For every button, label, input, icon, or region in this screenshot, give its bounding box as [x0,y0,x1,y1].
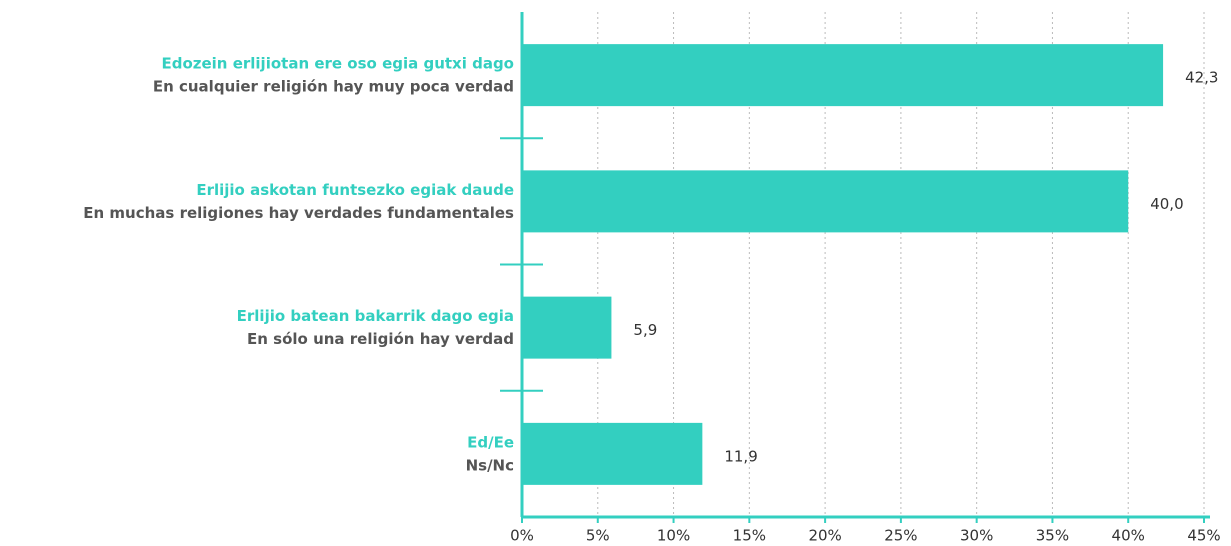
x-tick-label: 15% [733,527,766,545]
x-tick-label: 0% [510,527,534,545]
value-label: 42,3 [1185,69,1218,87]
category-label: Erlijio batean bakarrik dago egia [237,307,514,325]
x-tick-label: 5% [586,527,610,545]
value-label: 11,9 [724,447,757,465]
x-tick-label: 20% [808,527,841,545]
category-translation: Ns/Nc [466,456,514,474]
bar [522,44,1164,107]
value-label: 40,0 [1150,195,1183,213]
category-label: Ed/Ee [467,433,514,451]
category-translation: En muchas religiones hay verdades fundam… [83,204,514,222]
x-tick-label: 40% [1112,527,1145,545]
x-tick-label: 30% [960,527,993,545]
category-translation: En sólo una religión hay verdad [247,330,514,348]
category-label: Erlijio askotan funtsezko egiak daude [196,181,514,199]
x-tick-label: 10% [657,527,690,545]
bar [522,422,703,485]
bar [522,296,612,359]
x-tick-label: 35% [1036,527,1069,545]
x-tick-label: 45% [1187,527,1220,545]
category-translation: En cualquier religión hay muy poca verda… [153,78,514,96]
value-label: 5,9 [633,321,657,339]
x-tick-label: 25% [884,527,917,545]
category-label: Edozein erlijiotan ere oso egia gutxi da… [161,55,514,73]
bar [522,170,1129,233]
